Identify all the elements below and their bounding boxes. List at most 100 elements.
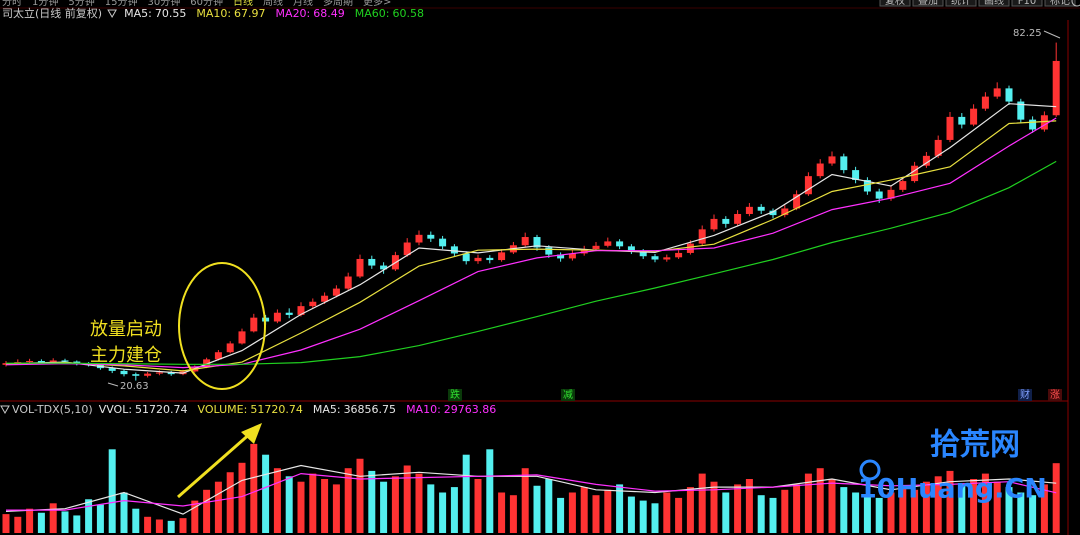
candle-body — [1040, 115, 1048, 130]
candle-body — [804, 176, 812, 195]
volume-bar — [73, 515, 81, 533]
candle-body — [627, 246, 635, 252]
watermark-url: 10Huang.CN — [858, 474, 1047, 505]
volume-bar — [37, 512, 45, 533]
candle-body — [734, 213, 742, 224]
volume-bar — [2, 514, 10, 533]
candle-body — [238, 331, 246, 344]
candle-body — [651, 256, 659, 260]
volume-bar — [698, 473, 706, 533]
volume-bar — [887, 492, 895, 533]
candle-body — [993, 88, 1001, 97]
candle-body — [297, 306, 305, 315]
candle-body — [250, 317, 258, 332]
volume-bar — [144, 516, 152, 533]
watermark-logo — [859, 459, 881, 481]
candle-body — [899, 181, 907, 190]
watermark-title: 拾荒网 — [930, 428, 1020, 463]
header-text: MA10: — [406, 403, 441, 416]
candle-body — [108, 368, 116, 371]
volume-bar — [498, 492, 506, 533]
candle-body — [580, 249, 588, 254]
volume-bar — [14, 516, 22, 533]
header-text: VOLUME: — [198, 403, 248, 416]
toolbar-button — [912, 0, 944, 7]
ma-line — [6, 472, 1057, 511]
menu-item: 15分钟 — [105, 0, 138, 8]
volume-bar — [545, 479, 553, 533]
volume-bar — [132, 508, 140, 533]
volume-bar — [922, 481, 930, 533]
candle-body — [639, 251, 647, 257]
volume-bar — [96, 504, 104, 533]
volume-bar — [321, 479, 329, 533]
header-text: MA20: — [276, 7, 311, 20]
volume-bar — [627, 496, 635, 533]
volume-bar — [533, 485, 541, 533]
volume-bar — [592, 495, 600, 533]
volume-bar — [863, 495, 871, 533]
volume-bar — [108, 449, 116, 533]
candle-body — [887, 189, 895, 199]
candle-body — [686, 243, 694, 253]
volume-bar — [651, 503, 659, 533]
arrow-head — [241, 423, 262, 444]
menu-item: 更多> — [363, 0, 391, 8]
volume-bar — [450, 487, 458, 533]
volume-bar — [85, 499, 93, 533]
volume-bar — [368, 470, 376, 533]
ma-line — [5, 120, 1057, 372]
volume-bar — [675, 497, 683, 533]
candle-body — [332, 288, 340, 296]
toolbar-button — [945, 0, 977, 7]
menu-item: 分时 — [2, 0, 22, 8]
marker: 跌 — [450, 388, 460, 401]
volume-bar — [380, 481, 388, 533]
volume-bar — [462, 454, 470, 533]
candle-body — [49, 360, 57, 363]
candle-body — [356, 258, 364, 277]
candle-body — [155, 372, 163, 374]
candle-body — [981, 96, 989, 109]
volume-bar — [344, 468, 352, 533]
volume-bar — [970, 479, 978, 533]
volume-bar — [1040, 484, 1048, 533]
header-text: 70.55 — [155, 7, 187, 20]
header-text: 60.58 — [392, 7, 424, 20]
volume-bar — [179, 518, 187, 533]
menu-item: 月线 — [293, 0, 313, 8]
toolbar-icon — [1071, 0, 1080, 7]
candle-body — [934, 139, 942, 156]
volume-bar — [191, 500, 199, 533]
candle-body — [1029, 119, 1037, 130]
volume-bar — [639, 500, 647, 533]
menu-item: 30分钟 — [147, 0, 180, 8]
marker: 财 — [1020, 388, 1030, 401]
volume-bar — [474, 479, 482, 533]
volume-bar — [403, 465, 411, 533]
toolbar-button — [1011, 0, 1043, 7]
volume-bar — [509, 495, 517, 533]
candle-body — [698, 229, 706, 244]
candle-body — [911, 165, 919, 182]
volume-bar — [250, 443, 258, 533]
volume-bar — [120, 492, 128, 533]
candle-body — [1005, 88, 1013, 102]
candle-body — [403, 242, 411, 256]
volume-bar — [710, 481, 718, 533]
volume-bar — [616, 484, 624, 533]
menu-item: 日线 — [233, 0, 253, 8]
toolbar-label: 标记 — [1050, 0, 1070, 7]
volume-bar — [332, 484, 340, 533]
candle-body — [521, 237, 529, 246]
volume-bar — [604, 489, 612, 533]
volume-bar — [686, 487, 694, 533]
volume-bar — [557, 497, 565, 533]
low-label: 20.63 — [120, 381, 149, 392]
candle-body — [863, 179, 871, 192]
highlight-ellipse — [178, 262, 266, 390]
candle-body — [875, 191, 883, 199]
candle-body — [604, 241, 612, 246]
header-text: VVOL: — [99, 403, 132, 416]
